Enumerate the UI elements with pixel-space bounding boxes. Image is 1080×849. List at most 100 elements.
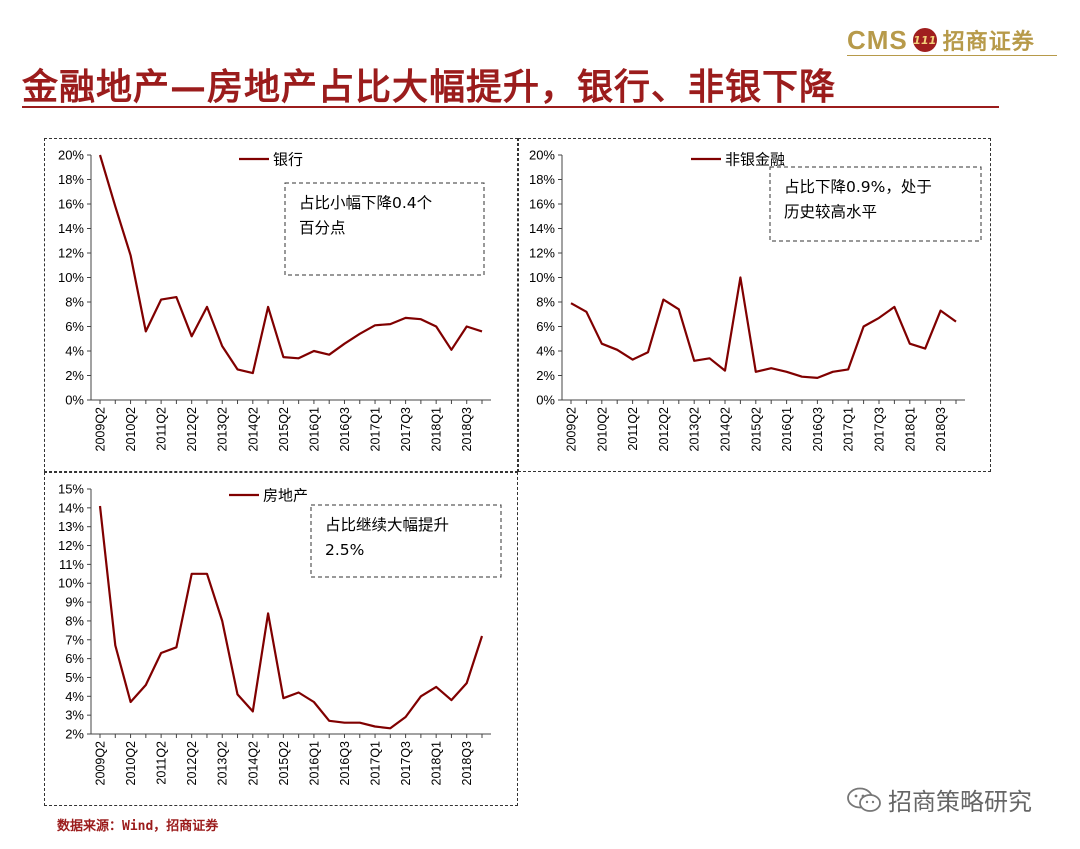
- y-tick-label: 14%: [529, 221, 555, 236]
- y-tick-label: 12%: [58, 246, 84, 261]
- y-tick-label: 20%: [58, 148, 84, 163]
- y-tick-label: 16%: [58, 197, 84, 212]
- x-tick-label: 2012Q2: [185, 741, 199, 786]
- annotation-text: 百分点: [299, 219, 346, 237]
- y-tick-label: 4%: [65, 344, 84, 359]
- annotation-box: [284, 182, 485, 276]
- x-tick-label: 2016Q3: [338, 741, 352, 786]
- x-tick-label: 2011Q2: [626, 407, 640, 451]
- title-divider: [22, 106, 999, 108]
- x-tick-label: 2015Q2: [749, 407, 763, 452]
- x-tick-label: 2013Q2: [688, 407, 702, 452]
- x-tick-label: 2013Q2: [216, 741, 230, 786]
- x-tick-label: 2012Q2: [185, 407, 199, 452]
- legend-label: 房地产: [263, 487, 308, 505]
- annotation-text: 历史较高水平: [784, 203, 877, 221]
- x-tick-label: 2012Q2: [657, 407, 671, 452]
- y-tick-label: 18%: [529, 172, 555, 187]
- y-tick-label: 12%: [58, 538, 84, 553]
- series-line: [98, 505, 484, 730]
- y-tick-label: 3%: [65, 708, 84, 723]
- y-tick-label: 14%: [58, 221, 84, 236]
- x-tick-label: 2017Q1: [369, 741, 383, 786]
- x-tick-label: 2017Q3: [399, 407, 413, 452]
- y-tick-label: 7%: [65, 632, 84, 647]
- chart-nonbank: 0% 2% 4% 6% 8% 10% 12% 14% 16% 18% 20% 2009Q2 2010Q2…: [529, 148, 982, 452]
- x-tick-label: 2015Q2: [277, 407, 291, 452]
- annotation-text: 占比下降0.9%，处于: [784, 178, 932, 196]
- page-title: 金融地产—房地产占比大幅提升，银行、非银下降: [22, 66, 837, 108]
- annotation-box: [769, 166, 982, 242]
- x-tick-label: 2017Q3: [873, 407, 887, 452]
- y-tick-label: 8%: [65, 613, 84, 628]
- chart-panel-nonbank: 0% 2% 4% 6% 8% 10% 12% 14% 16% 18% 20% 2009Q2 2010Q2…: [518, 138, 991, 472]
- x-tick-label: 2018Q1: [430, 741, 444, 786]
- source-note: 数据来源：Wind，招商证券: [57, 819, 219, 834]
- y-tick-label: 0%: [65, 393, 84, 408]
- y-tick-label: 4%: [65, 689, 84, 704]
- y-tick-label: 18%: [58, 172, 84, 187]
- y-tick-label: 2%: [536, 368, 555, 383]
- chart-realestate: 2% 3% 4% 5% 6% 7% 8% 9% 10% 11% 12% 13% 14% 15% 2009Q2…: [58, 482, 502, 786]
- x-tick-label: 2010Q2: [124, 407, 138, 452]
- annotation-box: [310, 504, 502, 578]
- y-tick-label: 12%: [529, 246, 555, 261]
- y-tick-label: 13%: [58, 519, 84, 534]
- y-tick-label: 6%: [65, 651, 84, 666]
- legend-label: 银行: [273, 151, 303, 169]
- chart-panel-bank: 0% 2% 4% 6% 8% 10% 12% 14% 16% 18% 20% 2009Q2 2010Q2…: [44, 138, 518, 472]
- x-tick-label: 2016Q3: [338, 407, 352, 452]
- x-tick-label: 2014Q2: [719, 407, 733, 452]
- y-tick-label: 8%: [536, 295, 555, 310]
- brand-underline: [847, 55, 1057, 56]
- x-tick-label: 2013Q2: [216, 407, 230, 452]
- y-tick-label: 10%: [58, 576, 84, 591]
- y-tick-label: 0%: [536, 393, 555, 408]
- x-tick-label: 2016Q1: [307, 741, 321, 786]
- wechat-icon: [847, 787, 881, 812]
- y-tick-label: 6%: [65, 319, 84, 334]
- x-tick-label: 2014Q2: [246, 741, 260, 786]
- x-tick-label: 2010Q2: [124, 741, 138, 786]
- chart-bank: 0% 2% 4% 6% 8% 10% 12% 14% 16% 18% 20% 2009Q2 2010Q2…: [58, 148, 491, 452]
- wechat-account-name: 招商策略研究: [888, 788, 1032, 816]
- x-tick-label: 2018Q1: [903, 407, 917, 452]
- y-tick-label: 10%: [529, 270, 555, 285]
- y-tick-label: 14%: [58, 500, 84, 515]
- x-tick-label: 2015Q2: [277, 741, 291, 786]
- brand-cms: CMS: [847, 24, 908, 55]
- x-tick-label: 2018Q3: [460, 407, 474, 452]
- x-tick-label: 2016Q1: [780, 407, 794, 452]
- brand-name: 招商证券: [942, 29, 1035, 55]
- x-tick-label: 2009Q2: [94, 407, 108, 452]
- y-tick-label: 15%: [58, 482, 84, 497]
- chart-panel-realestate: 2% 3% 4% 5% 6% 7% 8% 9% 10% 11% 12% 13% 14% 15% 2009Q2…: [44, 472, 518, 806]
- x-tick-label: 2017Q3: [399, 741, 413, 786]
- y-tick-label: 5%: [65, 670, 84, 685]
- y-tick-label: 11%: [59, 557, 84, 572]
- x-tick-label: 2011Q2: [155, 407, 169, 451]
- x-tick-label: 2018Q1: [430, 407, 444, 452]
- x-tick-label: 2009Q2: [565, 407, 579, 452]
- x-tick-label: 2016Q1: [307, 407, 321, 452]
- x-tick-label: 2010Q2: [595, 407, 609, 452]
- y-tick-label: 4%: [536, 344, 555, 359]
- x-tick-label: 2014Q2: [246, 407, 260, 452]
- y-tick-label: 8%: [65, 295, 84, 310]
- x-tick-label: 2016Q3: [811, 407, 825, 452]
- x-tick-label: 2011Q2: [155, 741, 169, 785]
- series-line: [570, 276, 957, 379]
- y-tick-label: 6%: [536, 319, 555, 334]
- y-tick-label: 10%: [58, 270, 84, 285]
- annotation-text: 2.5%: [325, 541, 364, 559]
- x-tick-label: 2017Q1: [369, 407, 383, 452]
- y-tick-label: 20%: [529, 148, 555, 163]
- wechat-watermark: 招商策略研究: [846, 782, 1032, 817]
- brand-badge-icon: 111: [912, 28, 937, 52]
- brand-logo: CMS 111 招商证券: [847, 24, 1035, 56]
- y-tick-label: 2%: [65, 727, 84, 742]
- x-tick-label: 2018Q3: [460, 741, 474, 786]
- annotation-text: 占比小幅下降0.4个: [299, 194, 433, 212]
- x-tick-label: 2018Q3: [934, 407, 948, 452]
- legend-label: 非银金融: [725, 151, 785, 169]
